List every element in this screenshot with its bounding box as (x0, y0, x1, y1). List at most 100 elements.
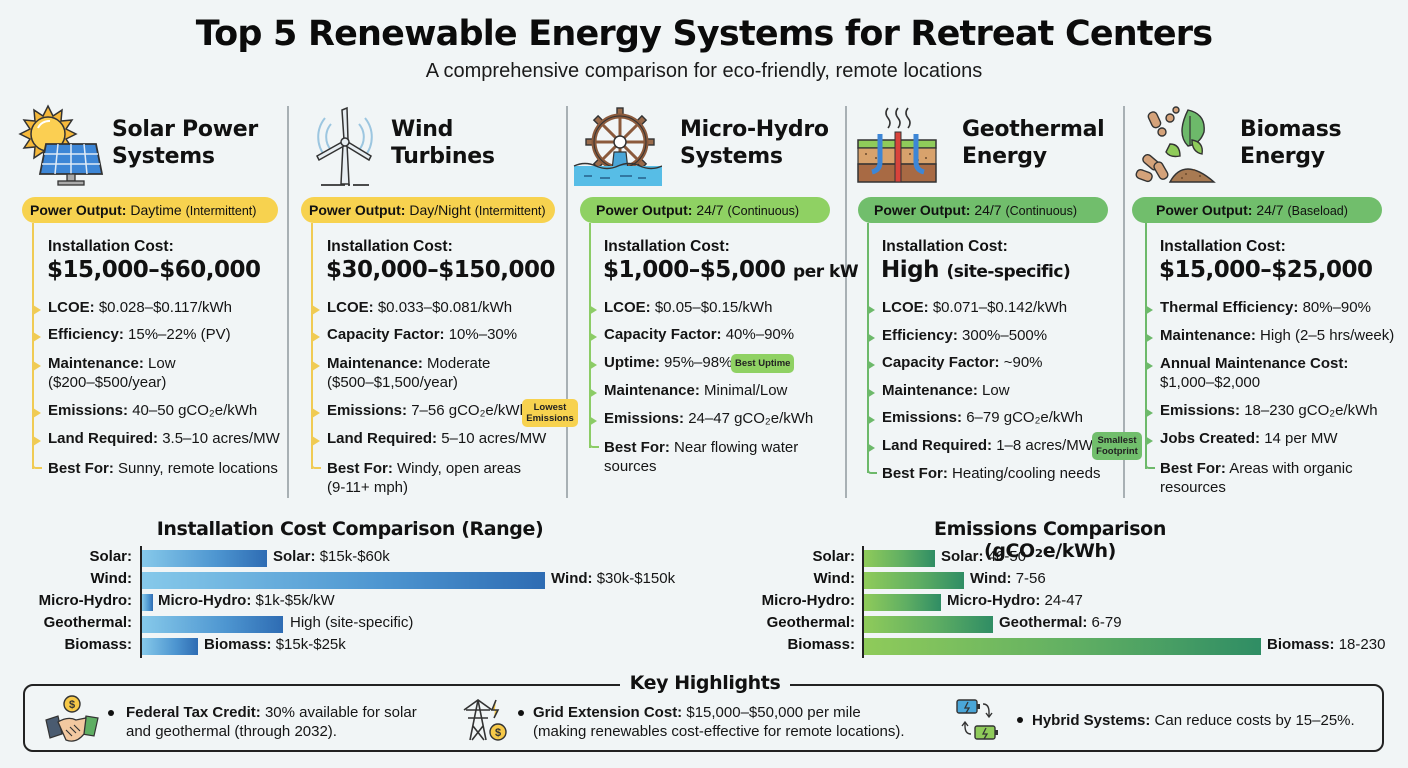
installation-cost-value: $15,000–$25,000 (1159, 257, 1373, 283)
card-header: Geothermal Energy (834, 100, 1112, 190)
spec-item: Maintenance: Low ($200–$500/year) (33, 354, 198, 392)
spec-item: Emissions: 6–79 gCO₂e/kWh (867, 408, 1114, 427)
spec-item: Best For: Heating/cooling needs (882, 465, 1101, 482)
spec-item: Land Required: 5–10 acres/MW (312, 429, 559, 448)
category-label: Wind: (90, 570, 132, 587)
category-label: Biomass: (64, 636, 132, 653)
installation-cost-value: $30,000–$150,000 (326, 257, 556, 283)
battery-swap-icon (956, 699, 998, 740)
bar-label: Biomass: 18-230 (1267, 636, 1386, 653)
highlight-grid-extension: Grid Extension Cost: $15,000–$50,000 per… (533, 704, 905, 740)
spec-item: Best For: Sunny, remote locations (48, 460, 278, 477)
spec-item: Thermal Efficiency: 80%–90% (1145, 298, 1392, 317)
spec-item: Efficiency: 300%–500% (867, 326, 1114, 345)
page-subtitle: A comprehensive comparison for eco-frien… (425, 60, 983, 82)
column-divider (566, 106, 568, 498)
biomass-pellets-leaves-icon (1135, 106, 1216, 183)
bar-wind (142, 572, 545, 589)
timeline-stem (867, 223, 869, 473)
chart-axis (862, 546, 864, 658)
card-title: Geothermal Energy (962, 117, 1105, 169)
timeline-elbow (867, 464, 877, 474)
category-label: Wind: (813, 570, 855, 587)
bar-biomass (142, 638, 198, 655)
spec-item: Maintenance: High (2–5 hrs/week) (1145, 326, 1408, 345)
power-output-pill: Power Output: Day/Night (Intermittent) (301, 197, 555, 223)
category-label: Biomass: (787, 636, 855, 653)
system-card-micro-hydro: Micro-Hydro Systems Power Output: 24/7 (… (556, 100, 859, 500)
system-card-geothermal: Geothermal Energy Power Output: 24/7 (Co… (834, 100, 1142, 500)
bullet (1017, 717, 1023, 723)
timeline-stem (311, 223, 313, 469)
power-output-pill: Power Output: 24/7 (Continuous) (580, 197, 830, 223)
card-title: Solar Power Systems (112, 117, 258, 169)
spec-item: Maintenance: Moderate ($500–$1,500/year) (312, 354, 507, 392)
spec-item: Emissions: 24–47 gCO₂e/kWh (589, 409, 836, 428)
geothermal-pipes-icon (857, 107, 937, 183)
installation-cost-value: $1,000–$5,000 per kW (603, 257, 859, 283)
spec-item: Capacity Factor: ~90% (867, 353, 1114, 372)
category-label: Micro-Hydro: (38, 592, 132, 609)
highlight-hybrid-systems: Hybrid Systems: Can reduce costs by 15–2… (1032, 712, 1355, 729)
chart-axis (140, 546, 142, 658)
category-label: Geothermal: (766, 614, 855, 631)
column-divider (1123, 106, 1125, 498)
timeline-elbow (589, 438, 599, 448)
bar-geothermal (142, 616, 283, 633)
bar-label: Wind: $30k-$150k (551, 570, 676, 587)
system-card-solar: Solar Power Systems Power Output: Daytim… (0, 100, 280, 500)
installation-cost-label: Installation Cost: (604, 238, 730, 255)
spec-item: Maintenance: Minimal/Low (589, 381, 836, 400)
svg-text:$: $ (495, 727, 501, 739)
installation-cost-value: $15,000–$60,000 (47, 257, 261, 283)
bullet (518, 710, 524, 716)
bar-label: Micro-Hydro: $1k-$5k/kW (158, 592, 335, 609)
badge-smallest-footprint: Smallest Footprint (1092, 432, 1142, 460)
spec-item: Land Required: 3.5–10 acres/MW (33, 429, 280, 448)
card-header: Solar Power Systems (0, 100, 278, 190)
spec-item: Capacity Factor: 10%–30% (312, 325, 559, 344)
category-label: Solar: (89, 548, 132, 565)
column-divider (845, 106, 847, 498)
bar-wind (864, 572, 964, 589)
installation-cost-label: Installation Cost: (1160, 238, 1286, 255)
timeline-elbow (1145, 459, 1155, 469)
installation-cost-value: High (site-specific) (881, 257, 1071, 283)
spec-item: Annual Maintenance Cost: $1,000–$2,000 (1145, 354, 1370, 392)
wind-turbine-icon (316, 106, 373, 186)
spec-item: Emissions: 7–56 gCO₂e/kWh (312, 401, 559, 420)
installation-cost-label: Installation Cost: (327, 238, 453, 255)
water-wheel-icon (573, 107, 662, 186)
spec-item: Uptime: 95%–98% (589, 353, 836, 372)
chart-title: Installation Cost Comparison (Range) (156, 518, 544, 540)
spec-item: LCOE: $0.033–$0.081/kWh (312, 298, 559, 317)
column-divider (287, 106, 289, 498)
badge-best-uptime: Best Uptime (731, 354, 795, 373)
spec-item: Capacity Factor: 40%–90% (589, 325, 836, 344)
bar-geothermal (864, 616, 993, 633)
badge-lowest-emissions: Lowest Emissions (522, 399, 578, 427)
highlight-tax-credit: Federal Tax Credit: 30% available for so… (126, 704, 417, 740)
svg-text:$: $ (69, 699, 75, 711)
category-label: Solar: (812, 548, 855, 565)
chart-title: Emissions Comparison (gCO₂e/kWh) (934, 518, 1166, 562)
card-title: Biomass Energy (1240, 117, 1342, 169)
spec-item: LCOE: $0.05–$0.15/kWh (589, 298, 836, 317)
power-output-pill: Power Output: Daytime (Intermittent) (22, 197, 278, 223)
spec-item: LCOE: $0.071–$0.142/kWh (867, 298, 1114, 317)
bar-biomass (864, 638, 1261, 655)
power-tower-dollar-icon: $ (463, 699, 507, 741)
card-header: Wind Turbines (279, 100, 557, 190)
bar-label: Micro-Hydro: 24-47 (947, 592, 1083, 609)
spec-item: Land Required: 1–8 acres/MW (867, 436, 1114, 455)
bar-label: Geothermal: 6-79 (999, 614, 1122, 631)
spec-item: Jobs Created: 14 per MW (1145, 429, 1392, 448)
system-card-wind: Wind Turbines Power Output: Day/Night (I… (279, 100, 578, 500)
installation-cost-label: Installation Cost: (882, 238, 1008, 255)
bar-label: Wind: 7-56 (970, 570, 1046, 587)
timeline-elbow (311, 459, 321, 469)
timeline-stem (32, 223, 34, 469)
bar-micro-hydro (864, 594, 941, 611)
bar-micro-hydro (142, 594, 153, 611)
spec-item: Emissions: 18–230 gCO₂e/kWh (1145, 401, 1392, 420)
